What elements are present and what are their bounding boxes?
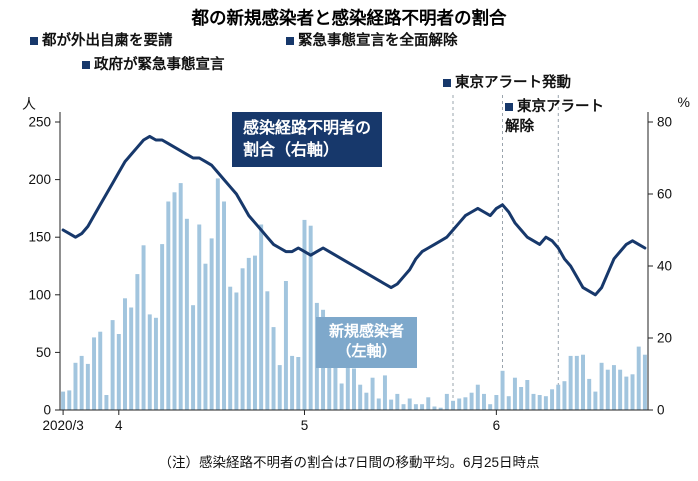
unknown-ratio-line <box>61 134 647 297</box>
legend-unknown-route-ratio: 感染経路不明者の 割合（右軸） <box>232 112 383 168</box>
event-date-lines <box>452 95 559 410</box>
annotation-state-of-emergency-declared: 政府が緊急事態宣言 <box>82 55 225 75</box>
svg-text:80: 80 <box>657 115 672 130</box>
svg-text:20: 20 <box>657 331 672 346</box>
annotation-tokyo-alert-issued: 東京アラート発動 <box>443 73 571 93</box>
svg-text:100: 100 <box>28 287 51 302</box>
axes: 0 50 100 150 200 250 0 20 40 60 80 2020/3 4 5 6 <box>28 112 672 433</box>
chart-title: 都の新規感染者と感染経路不明者の割合 <box>191 8 507 28</box>
legend-bar-text-2: （左軸） <box>336 343 397 361</box>
legend-line-text-1: 感染経路不明者の <box>243 120 372 137</box>
event-bullet-icon <box>286 37 294 45</box>
legend-line-text-2: 割合（右軸） <box>243 141 340 159</box>
svg-text:60: 60 <box>657 187 672 202</box>
svg-text:250: 250 <box>28 115 51 130</box>
annotation-label: 政府が緊急事態宣言 <box>94 57 225 73</box>
event-bullet-icon <box>443 79 451 87</box>
svg-text:6: 6 <box>493 418 501 433</box>
annotation-emergency-fully-lifted: 緊急事態宣言を全面解除 <box>286 31 458 51</box>
svg-text:4: 4 <box>115 418 123 433</box>
legend-new-cases: 新規感染者 （左軸） <box>316 317 418 368</box>
event-bullet-icon <box>505 103 513 111</box>
annotation-stay-home-request: 都が外出自粛を要請 <box>30 31 173 51</box>
left-axis-unit-label: 人 <box>22 96 36 112</box>
svg-text:200: 200 <box>28 172 51 187</box>
svg-text:2020/3: 2020/3 <box>42 418 83 433</box>
annotation-label: 東京アラート発動 <box>455 75 571 91</box>
annotation-label: 東京アラート解除 <box>505 99 604 136</box>
svg-text:50: 50 <box>36 345 51 360</box>
legend-bar-text-1: 新規感染者 <box>329 323 405 340</box>
annotation-tokyo-alert-lifted: 東京アラート解除 <box>505 97 613 138</box>
svg-text:0: 0 <box>657 403 665 418</box>
footnote: （注）感染経路不明者の割合は7日間の移動平均。6月25日時点 <box>158 455 540 470</box>
annotation-label: 緊急事態宣言を全面解除 <box>298 33 458 49</box>
right-axis-unit-label: % <box>677 94 690 110</box>
svg-text:40: 40 <box>657 259 672 274</box>
event-bullet-icon <box>82 61 90 69</box>
svg-text:150: 150 <box>28 230 51 245</box>
bar-series <box>61 178 647 410</box>
svg-text:5: 5 <box>301 418 309 433</box>
svg-text:0: 0 <box>43 403 51 418</box>
annotation-label: 都が外出自粛を要請 <box>42 33 173 49</box>
event-bullet-icon <box>30 37 38 45</box>
